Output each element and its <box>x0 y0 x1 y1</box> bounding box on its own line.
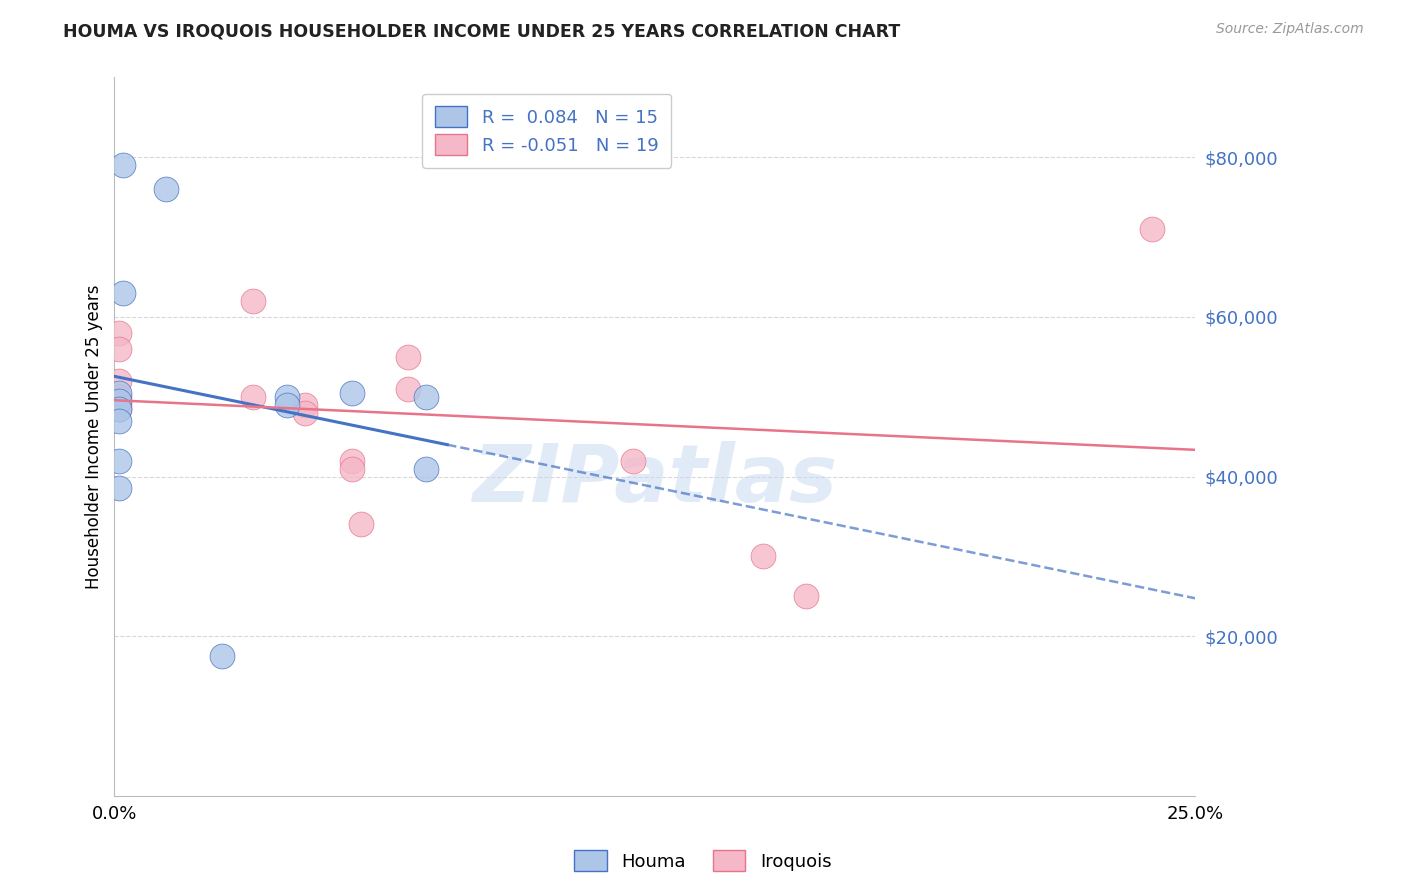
Point <box>107 393 129 408</box>
Point <box>112 285 135 300</box>
Point <box>107 453 129 467</box>
Point <box>340 385 363 400</box>
Text: ZIPatlas: ZIPatlas <box>472 441 837 518</box>
Point <box>415 461 437 475</box>
Point <box>340 461 363 475</box>
Point <box>107 414 129 428</box>
Point <box>350 517 373 532</box>
Point <box>294 406 316 420</box>
Point <box>752 549 775 564</box>
Point <box>107 401 129 416</box>
Point <box>107 398 129 412</box>
Point <box>340 453 363 467</box>
Point <box>242 390 264 404</box>
Point <box>155 182 177 196</box>
Point <box>107 390 129 404</box>
Point <box>107 374 129 388</box>
Point <box>112 158 135 172</box>
Point <box>794 589 817 603</box>
Point <box>276 390 298 404</box>
Point <box>107 385 129 400</box>
Point <box>242 293 264 308</box>
Point <box>396 382 419 396</box>
Legend: Houma, Iroquois: Houma, Iroquois <box>567 843 839 879</box>
Legend: R =  0.084   N = 15, R = -0.051   N = 19: R = 0.084 N = 15, R = -0.051 N = 19 <box>422 94 671 168</box>
Point <box>415 390 437 404</box>
Point <box>107 326 129 340</box>
Point <box>1140 222 1163 236</box>
Point <box>107 401 129 416</box>
Point <box>396 350 419 364</box>
Text: HOUMA VS IROQUOIS HOUSEHOLDER INCOME UNDER 25 YEARS CORRELATION CHART: HOUMA VS IROQUOIS HOUSEHOLDER INCOME UND… <box>63 22 900 40</box>
Point <box>294 398 316 412</box>
Point <box>621 453 644 467</box>
Text: Source: ZipAtlas.com: Source: ZipAtlas.com <box>1216 22 1364 37</box>
Point <box>107 482 129 496</box>
Point <box>211 649 233 664</box>
Y-axis label: Householder Income Under 25 years: Householder Income Under 25 years <box>86 285 103 589</box>
Point <box>276 398 298 412</box>
Point <box>107 342 129 356</box>
